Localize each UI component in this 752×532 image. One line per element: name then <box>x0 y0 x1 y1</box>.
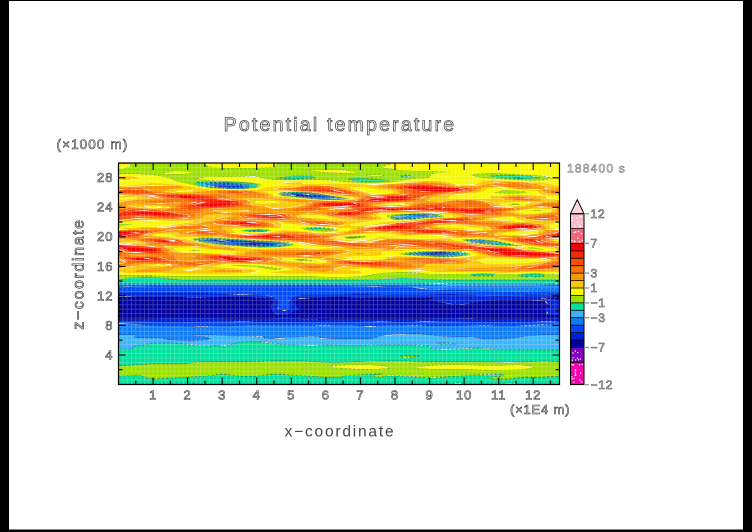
svg-text:Potential temperature: Potential temperature <box>224 114 457 136</box>
svg-text:11: 11 <box>491 388 507 403</box>
svg-text:10: 10 <box>456 388 472 403</box>
svg-text:12: 12 <box>591 207 606 221</box>
svg-text:6: 6 <box>322 388 330 403</box>
svg-text:1: 1 <box>591 281 598 295</box>
svg-text:8: 8 <box>391 388 399 403</box>
svg-text:3: 3 <box>218 388 226 403</box>
svg-text:7: 7 <box>356 388 364 403</box>
svg-text:−7: −7 <box>591 341 606 355</box>
svg-text:4: 4 <box>105 347 113 362</box>
svg-text:(×1E4 m): (×1E4 m) <box>510 402 570 417</box>
svg-text:−1: −1 <box>591 296 606 310</box>
svg-text:28: 28 <box>97 170 113 185</box>
svg-text:20: 20 <box>97 229 113 244</box>
svg-text:z−coordinate: z−coordinate <box>71 218 88 329</box>
svg-text:7: 7 <box>591 237 598 251</box>
svg-text:9: 9 <box>425 388 433 403</box>
svg-text:(×1000 m): (×1000 m) <box>57 137 129 152</box>
svg-text:1: 1 <box>149 388 157 403</box>
svg-text:8: 8 <box>105 318 113 333</box>
svg-text:24: 24 <box>97 200 113 215</box>
svg-text:2: 2 <box>183 388 191 403</box>
svg-text:5: 5 <box>287 388 295 403</box>
svg-text:188400 s: 188400 s <box>567 162 626 176</box>
svg-text:12: 12 <box>97 288 113 303</box>
svg-text:12: 12 <box>525 388 541 403</box>
svg-text:3: 3 <box>591 266 598 280</box>
svg-text:16: 16 <box>97 259 113 274</box>
svg-text:−3: −3 <box>591 311 606 325</box>
svg-text:x−coordinate: x−coordinate <box>285 424 396 441</box>
svg-text:4: 4 <box>253 388 261 403</box>
svg-text:−12: −12 <box>591 378 614 392</box>
